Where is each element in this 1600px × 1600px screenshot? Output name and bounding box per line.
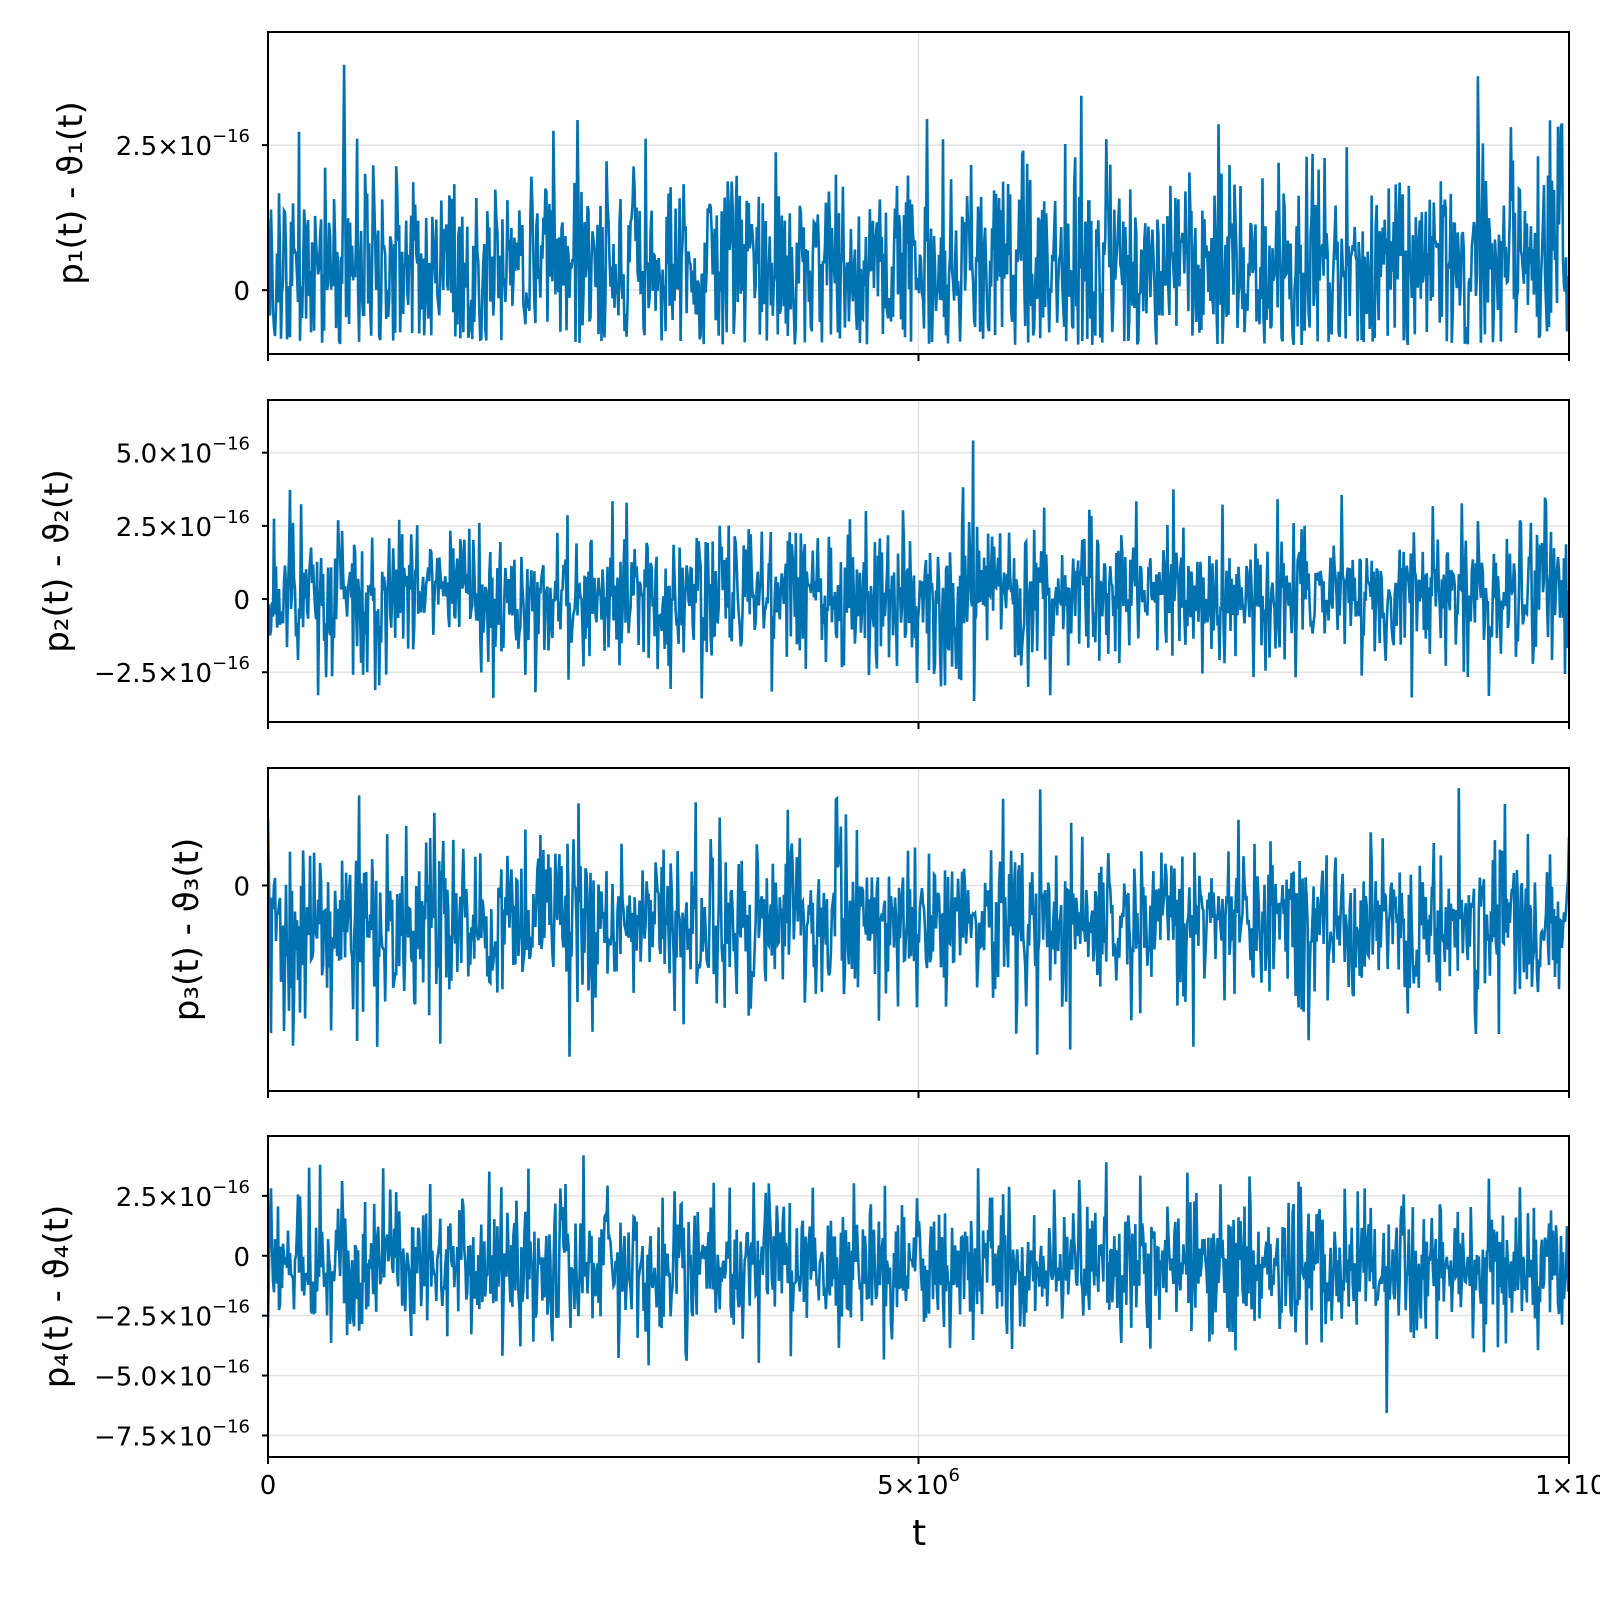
y-tick-label: 2.5×10−16 (116, 126, 250, 162)
gridlines (267, 1136, 1570, 1457)
x-tick-label: 5×106 (877, 1465, 960, 1501)
tick-mantissa: 2.5×10 (116, 513, 212, 543)
subplot-1: 0 2.5×10−16 p₁(t) - ϑ₁(t) (51, 31, 1570, 361)
tick-mantissa: 0 (233, 277, 250, 307)
tick-mantissa: 5.0×10 (116, 440, 212, 470)
x-axis: t 0 5×106 1×10 (260, 1465, 1600, 1554)
y-axis-label: p₄(t) - ϑ₄(t) (37, 1205, 77, 1389)
series-line (268, 440, 1569, 702)
tick-mantissa: 2.5×10 (116, 132, 212, 162)
tick-mantissa: 1×10 (1535, 1471, 1600, 1501)
tick-mantissa: −7.5×10 (94, 1422, 212, 1452)
y-tick-label: −2.5×10−16 (94, 653, 250, 689)
y-axis-label: p₃(t) - ϑ₃(t) (167, 838, 207, 1022)
y-axis-label: p₁(t) - ϑ₁(t) (51, 101, 91, 285)
x-tick-label: 0 (260, 1471, 277, 1501)
x-axis-label: t (912, 1513, 926, 1554)
y-tick-label: −7.5×10−16 (94, 1416, 250, 1452)
tick-mantissa: 0 (233, 872, 250, 902)
tick-exponent: −16 (212, 507, 250, 528)
tick-exponent: −16 (212, 653, 250, 674)
tick-mantissa: −5.0×10 (94, 1363, 212, 1393)
tick-mantissa: 5×10 (877, 1471, 948, 1501)
y-tick-label: −2.5×10−16 (94, 1297, 250, 1333)
y-tick-label: −5.0×10−16 (94, 1357, 250, 1393)
subplot-4: −7.5×10−16−5.0×10−16−2.5×10−1602.5×10−16… (37, 1135, 1570, 1464)
tick-mantissa: −2.5×10 (94, 659, 212, 689)
tick-exponent: −16 (212, 1416, 250, 1437)
tick-mantissa: 2.5×10 (116, 1183, 212, 1213)
y-tick-label: 2.5×10−16 (116, 507, 250, 543)
y-tick-labels: 0 (233, 872, 268, 902)
y-tick-label: 0 (233, 872, 250, 902)
y-tick-label: 0 (233, 1243, 250, 1273)
tick-exponent: −16 (212, 126, 250, 147)
tick-mantissa: 0 (233, 586, 250, 616)
series-line (268, 788, 1569, 1057)
y-axis-label: p₂(t) - ϑ₂(t) (37, 469, 77, 653)
tick-exponent: 6 (948, 1465, 959, 1486)
tick-mantissa: 0 (260, 1471, 277, 1501)
tick-exponent: −16 (212, 434, 250, 455)
series-line (268, 64, 1569, 346)
tick-exponent: −16 (212, 1177, 250, 1198)
x-tick-label: 1×10 (1535, 1471, 1600, 1501)
y-tick-label: 0 (233, 277, 250, 307)
tick-mantissa: 0 (233, 1243, 250, 1273)
subplot-3: 0 p₃(t) - ϑ₃(t) (167, 767, 1570, 1098)
tick-exponent: −16 (212, 1297, 250, 1318)
y-tick-label: 5.0×10−16 (116, 434, 250, 470)
tick-mantissa: −2.5×10 (94, 1303, 212, 1333)
y-tick-label: 0 (233, 586, 250, 616)
y-tick-label: 2.5×10−16 (116, 1177, 250, 1213)
tick-exponent: −16 (212, 1357, 250, 1378)
y-tick-labels: 0 2.5×10−16 (116, 126, 268, 307)
series-line (268, 1155, 1569, 1414)
